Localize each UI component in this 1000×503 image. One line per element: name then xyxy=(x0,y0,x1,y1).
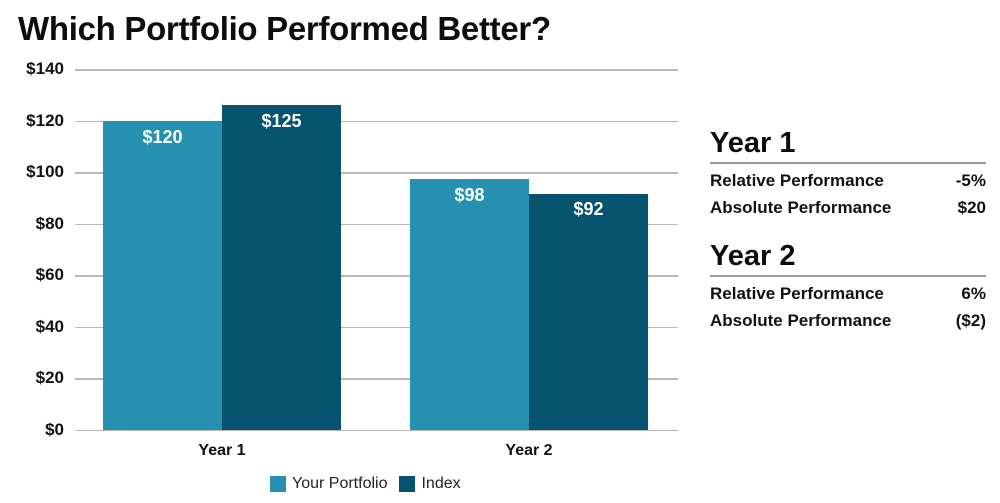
bar-year1-your-portfolio: $120 xyxy=(103,121,222,430)
gridline-40 xyxy=(75,326,678,328)
panel-heading: Year 1 xyxy=(710,126,986,164)
row-label: Relative Performance xyxy=(710,284,884,303)
row-value: -5% xyxy=(955,171,986,190)
year2-summary-panel: Year 2 Relative Performance 6% Absolute … xyxy=(710,239,986,331)
legend-label: Your Portfolio xyxy=(292,475,388,492)
bar-chart: $140 $120 $100 $80 $60 $40 $20 $0 $120 $… xyxy=(26,59,678,493)
year1-summary-panel: Year 1 Relative Performance -5% Absolute… xyxy=(710,126,986,218)
legend-label: Index xyxy=(421,475,461,492)
row-value: $20 xyxy=(957,198,986,217)
row-label: Absolute Performance xyxy=(710,198,892,217)
legend-swatch xyxy=(399,476,416,492)
bar-year2-your-portfolio: $98 xyxy=(410,179,529,430)
y-tick-label: $100 xyxy=(26,162,64,181)
gridline-20 xyxy=(75,378,678,380)
legend-swatch xyxy=(270,476,286,492)
gridline-140 xyxy=(75,69,678,71)
panel-row-absolute: Absolute Performance $20 xyxy=(710,198,986,218)
y-tick-label: $60 xyxy=(35,265,64,284)
legend-item-index: Index xyxy=(399,475,461,493)
row-label: Absolute Performance xyxy=(710,311,892,330)
gridline-80 xyxy=(75,223,678,225)
bar-value-label: $120 xyxy=(142,127,183,147)
row-label: Relative Performance xyxy=(710,171,884,190)
bar-year1-index: $125 xyxy=(222,105,341,430)
gridline-120 xyxy=(75,120,678,122)
x-category-label: Year 1 xyxy=(198,442,246,459)
bar-year2-index: $92 xyxy=(529,194,648,430)
y-tick-label: $0 xyxy=(45,419,64,439)
y-tick-label: $40 xyxy=(35,316,64,336)
panel-heading: Year 2 xyxy=(710,239,986,277)
y-tick-label: $80 xyxy=(35,213,64,233)
y-tick-label: $140 xyxy=(26,59,64,78)
gridline-100 xyxy=(75,172,678,174)
panel-row-relative: Relative Performance -5% xyxy=(710,171,986,191)
y-tick-label: $120 xyxy=(26,110,64,130)
bar-value-label: $98 xyxy=(454,185,485,205)
gridline-0 xyxy=(75,429,678,431)
x-category-label: Year 2 xyxy=(505,442,553,459)
row-value: 6% xyxy=(961,284,986,303)
panel-row-relative: Relative Performance 6% xyxy=(710,284,986,304)
bar-value-label: $125 xyxy=(261,111,302,131)
y-tick-label: $20 xyxy=(35,368,64,387)
chart-legend: Your Portfolio Index xyxy=(270,475,467,493)
chart-title: Which Portfolio Performed Better? xyxy=(18,10,551,47)
panel-row-absolute: Absolute Performance ($2) xyxy=(710,311,986,331)
gridline-60 xyxy=(75,275,678,277)
legend-item-your-portfolio: Your Portfolio xyxy=(270,475,387,493)
bar-value-label: $92 xyxy=(573,199,604,219)
row-value: ($2) xyxy=(955,311,986,330)
